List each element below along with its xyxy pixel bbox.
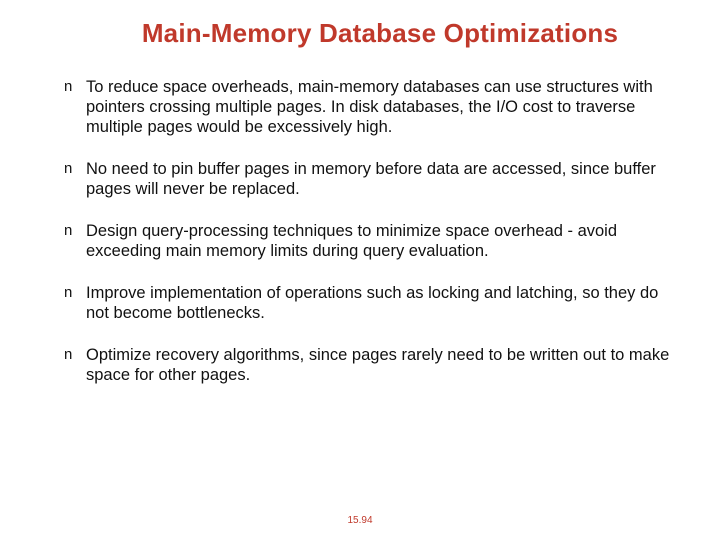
bullet-text: Improve implementation of operations suc… (86, 283, 680, 323)
bullet-text: Design query-processing techniques to mi… (86, 221, 680, 261)
list-item: n Design query-processing techniques to … (64, 221, 680, 261)
bullet-list: n To reduce space overheads, main-memory… (40, 77, 680, 385)
bullet-marker-icon: n (64, 283, 86, 303)
bullet-text: No need to pin buffer pages in memory be… (86, 159, 680, 199)
slide: Main-Memory Database Optimizations n To … (0, 0, 720, 540)
list-item: n Optimize recovery algorithms, since pa… (64, 345, 680, 385)
list-item: n Improve implementation of operations s… (64, 283, 680, 323)
bullet-marker-icon: n (64, 221, 86, 241)
bullet-text: Optimize recovery algorithms, since page… (86, 345, 680, 385)
bullet-marker-icon: n (64, 345, 86, 365)
bullet-text: To reduce space overheads, main-memory d… (86, 77, 680, 137)
slide-title: Main-Memory Database Optimizations (80, 18, 680, 49)
bullet-marker-icon: n (64, 159, 86, 179)
bullet-marker-icon: n (64, 77, 86, 97)
list-item: n No need to pin buffer pages in memory … (64, 159, 680, 199)
list-item: n To reduce space overheads, main-memory… (64, 77, 680, 137)
slide-number: 15.94 (0, 515, 720, 526)
